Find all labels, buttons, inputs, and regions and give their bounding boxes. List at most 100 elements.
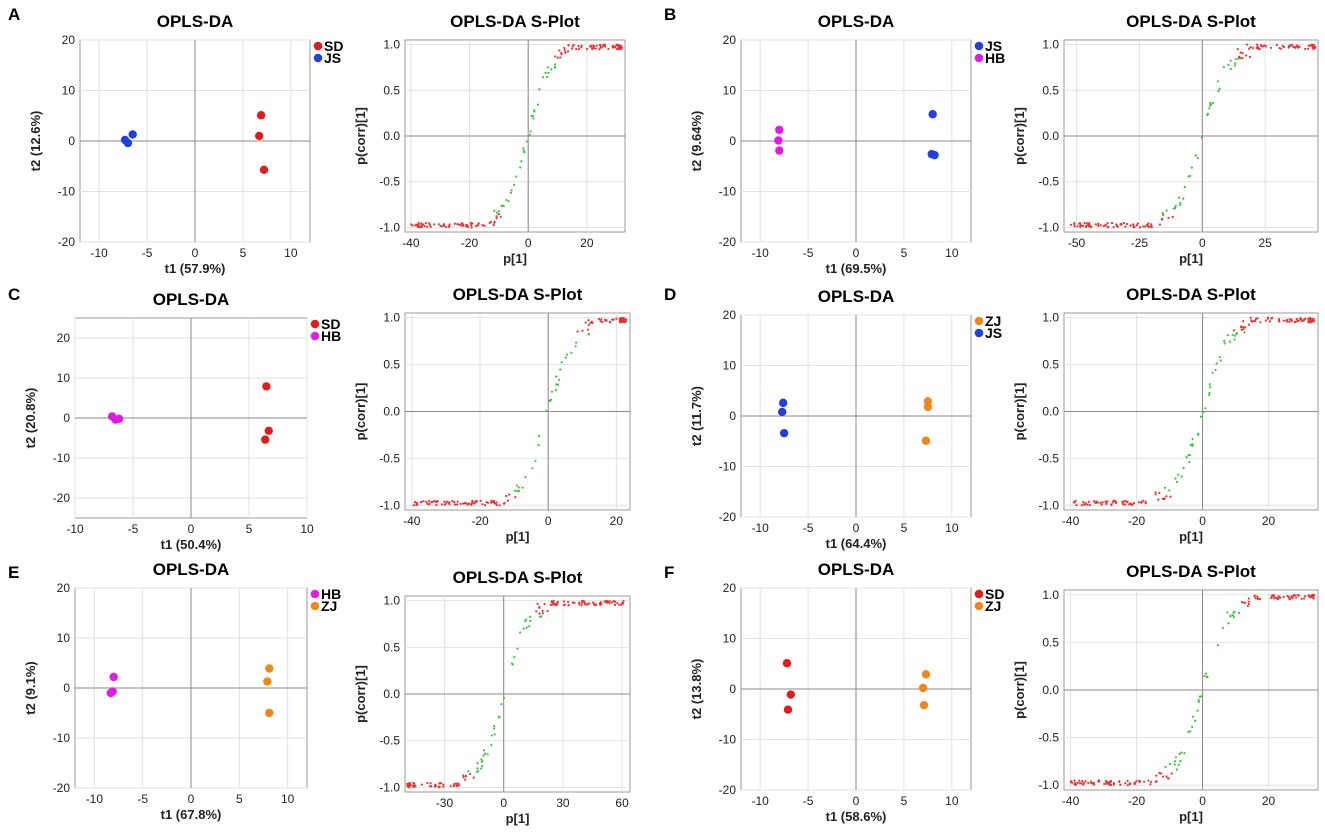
data-point-sd <box>782 659 792 668</box>
y-tick-label: -10 <box>53 731 71 745</box>
splot-point-significant <box>412 781 415 785</box>
splot-point-significant <box>1293 321 1296 324</box>
splot-point-significant <box>622 602 625 605</box>
splot-point-significant <box>566 600 570 604</box>
y-tick-label: 1.0 <box>383 38 400 52</box>
y-tick-label: -10 <box>719 460 737 474</box>
x-tick-label: -20 <box>461 236 479 250</box>
splot-point <box>545 409 548 412</box>
chart-title: OPLS-DA S-Plot <box>1126 562 1256 581</box>
splot-point-significant <box>593 602 596 605</box>
splot-point-significant <box>499 215 502 218</box>
data-point-zj <box>919 700 929 710</box>
legend-label: HB <box>321 586 341 602</box>
splot-point <box>1222 66 1225 69</box>
legend-label: JS <box>324 50 341 66</box>
y-axis-label: p(corr)[1] <box>1012 107 1027 165</box>
splot-point-significant <box>495 217 498 220</box>
splot-point-significant <box>458 223 461 226</box>
splot-point-significant <box>588 45 592 48</box>
y-tick-label: -0.5 <box>1038 731 1059 745</box>
splot-point-significant <box>1144 500 1147 503</box>
data-point-js <box>778 407 787 417</box>
y-tick-label: -1.0 <box>1038 220 1059 234</box>
splot-point-significant <box>581 329 584 332</box>
splot-point-significant <box>1289 44 1292 47</box>
splot-point-significant <box>412 785 416 789</box>
y-tick-label: 10 <box>57 371 71 385</box>
x-tick-label: -10 <box>751 794 769 808</box>
splot-point-significant <box>599 601 602 604</box>
splot-point-significant <box>567 604 570 607</box>
splot-point-significant <box>612 46 615 49</box>
y-tick-label: -20 <box>719 510 737 524</box>
y-tick-label: -1.0 <box>1038 498 1059 512</box>
splot-point-significant <box>1080 504 1083 507</box>
splot-point-significant <box>1240 600 1244 604</box>
splot-point-significant <box>1247 602 1251 606</box>
splot-point <box>479 767 483 770</box>
splot-point <box>1199 415 1203 418</box>
data-point-sd <box>786 690 796 699</box>
chart-title: OPLS-DA S-Plot <box>1126 285 1256 304</box>
x-axis-label: t1 (67.8%) <box>161 807 222 822</box>
splot-point-significant <box>1154 491 1157 494</box>
splot-point-significant <box>1254 320 1257 323</box>
splot-point-significant <box>1087 224 1090 228</box>
splot-point-significant <box>595 44 598 47</box>
splot-point-significant <box>1103 782 1106 785</box>
splot-point <box>533 110 536 113</box>
splot-point-significant <box>1083 222 1086 225</box>
splot-point <box>490 734 493 737</box>
splot-point-significant <box>597 317 601 321</box>
x-tick-label: -40 <box>1062 794 1080 808</box>
splot-point <box>516 490 519 493</box>
splot-point <box>522 147 525 150</box>
splot-point-significant <box>619 44 622 48</box>
splot-point-significant <box>1296 44 1299 47</box>
splot-point-significant <box>563 603 566 606</box>
data-point-js <box>928 110 937 119</box>
splot-point <box>1175 480 1178 484</box>
splot-point-significant <box>1270 596 1273 600</box>
legend-marker <box>974 328 984 338</box>
splot-point-significant <box>506 499 510 502</box>
splot-point-significant <box>489 501 493 504</box>
x-tick-label: 20 <box>1262 514 1276 528</box>
splot-point-significant <box>448 224 451 228</box>
splot-point-significant <box>563 46 566 50</box>
splot-point <box>1179 759 1182 763</box>
y-axis-label: t2 (20.8%) <box>23 388 38 449</box>
splot-point <box>554 388 558 392</box>
splot-point-significant <box>1244 326 1247 329</box>
data-point-zj <box>923 402 933 412</box>
x-tick-label: -10 <box>66 522 84 536</box>
y-tick-label: 0.5 <box>383 640 400 654</box>
splot-point <box>1178 752 1181 756</box>
splot-point <box>522 627 525 630</box>
splot-point-significant <box>603 600 606 603</box>
splot-point <box>575 341 578 344</box>
splot-point-significant <box>578 48 581 51</box>
splot-point-significant <box>1080 782 1083 785</box>
splot-point-significant <box>1310 43 1313 46</box>
splot-point-significant <box>443 500 446 503</box>
splot-point-significant <box>1110 221 1113 225</box>
y-axis-label: p(corr)[1] <box>353 665 368 723</box>
splot-point-significant <box>483 503 487 507</box>
splot-point-significant <box>1078 222 1081 225</box>
splot-point <box>1204 407 1207 410</box>
splot-point-significant <box>445 225 448 229</box>
splot-point-significant <box>1082 782 1085 785</box>
splot-point <box>482 749 486 752</box>
splot-point-significant <box>1149 783 1152 786</box>
y-tick-label: 0 <box>63 411 70 425</box>
splot-point-significant <box>1258 597 1262 601</box>
splot-point-significant <box>1111 501 1114 504</box>
splot-point-significant <box>438 781 442 785</box>
splot-point-significant <box>475 224 478 228</box>
splot-point <box>546 75 549 79</box>
splot-point <box>546 66 549 69</box>
splot-point <box>1237 611 1241 614</box>
splot-point-significant <box>1256 317 1259 320</box>
